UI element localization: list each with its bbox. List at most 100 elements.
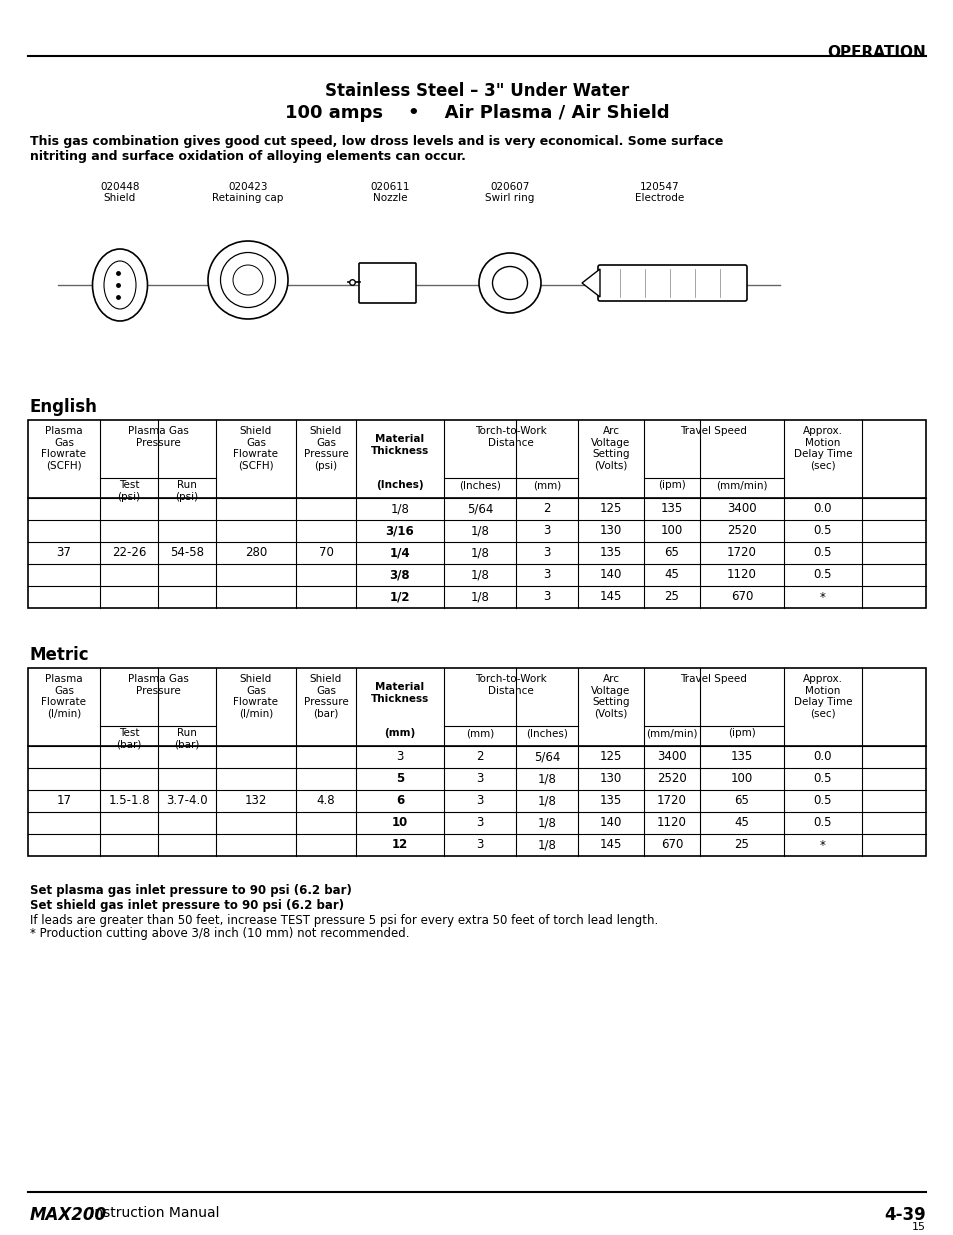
Ellipse shape	[233, 266, 263, 295]
Text: *: *	[820, 839, 825, 851]
Ellipse shape	[478, 253, 540, 312]
Text: 3/16: 3/16	[385, 525, 414, 537]
Text: Shield
Gas
Pressure
(psi): Shield Gas Pressure (psi)	[303, 426, 348, 471]
Text: 54-58: 54-58	[170, 547, 204, 559]
Text: Set plasma gas inlet pressure to 90 psi (6.2 bar): Set plasma gas inlet pressure to 90 psi …	[30, 884, 352, 897]
Text: 0.5: 0.5	[813, 816, 831, 830]
Text: Electrode: Electrode	[635, 193, 684, 203]
Text: 1.5-1.8: 1.5-1.8	[108, 794, 150, 808]
Text: 3: 3	[476, 839, 483, 851]
Text: Travel Speed: Travel Speed	[679, 674, 746, 684]
Text: 15: 15	[911, 1221, 925, 1233]
Text: 0.5: 0.5	[813, 773, 831, 785]
Text: 0.5: 0.5	[813, 525, 831, 537]
Text: 37: 37	[56, 547, 71, 559]
Text: 45: 45	[664, 568, 679, 582]
Text: 1720: 1720	[726, 547, 756, 559]
Text: 1120: 1120	[726, 568, 756, 582]
Text: 670: 670	[660, 839, 682, 851]
Text: 0.5: 0.5	[813, 568, 831, 582]
Text: (ipm): (ipm)	[727, 727, 755, 739]
Text: Metric: Metric	[30, 646, 90, 664]
Text: This gas combination gives good cut speed, low dross levels and is very economic: This gas combination gives good cut spee…	[30, 135, 722, 148]
Text: 145: 145	[599, 590, 621, 604]
Text: 22-26: 22-26	[112, 547, 146, 559]
Ellipse shape	[104, 261, 136, 309]
Text: 65: 65	[734, 794, 749, 808]
Text: (Inches): (Inches)	[375, 480, 423, 490]
Text: Arc
Voltage
Setting
(Volts): Arc Voltage Setting (Volts)	[591, 674, 630, 719]
Text: Travel Speed: Travel Speed	[679, 426, 746, 436]
Text: Instruction Manual: Instruction Manual	[86, 1207, 219, 1220]
Text: 0.0: 0.0	[813, 503, 831, 515]
Text: Shield
Gas
Pressure
(bar): Shield Gas Pressure (bar)	[303, 674, 348, 719]
Text: 135: 135	[730, 751, 752, 763]
Text: 020607: 020607	[490, 182, 529, 191]
Text: Material
Thickness: Material Thickness	[371, 433, 429, 456]
Text: 4-39: 4-39	[883, 1207, 925, 1224]
Text: MAX200: MAX200	[30, 1207, 107, 1224]
Text: Plasma
Gas
Flowrate
(SCFH): Plasma Gas Flowrate (SCFH)	[42, 426, 87, 471]
Text: 1/8: 1/8	[537, 773, 556, 785]
Text: 1/8: 1/8	[470, 547, 489, 559]
Text: Arc
Voltage
Setting
(Volts): Arc Voltage Setting (Volts)	[591, 426, 630, 471]
Text: (ipm): (ipm)	[658, 480, 685, 490]
Text: 3/8: 3/8	[389, 568, 410, 582]
Text: 1/8: 1/8	[390, 503, 409, 515]
Text: 5/64: 5/64	[466, 503, 493, 515]
Text: *: *	[820, 590, 825, 604]
Text: Test
(psi): Test (psi)	[117, 480, 140, 501]
Text: Nozzle: Nozzle	[373, 193, 407, 203]
Text: 125: 125	[599, 503, 621, 515]
Text: nitriting and surface oxidation of alloying elements can occur.: nitriting and surface oxidation of alloy…	[30, 149, 465, 163]
Text: 140: 140	[599, 568, 621, 582]
Text: Shield: Shield	[104, 193, 136, 203]
Text: Run
(bar): Run (bar)	[174, 727, 199, 750]
Text: Stainless Steel – 3" Under Water: Stainless Steel – 3" Under Water	[325, 82, 628, 100]
Text: 3: 3	[543, 590, 550, 604]
Text: 0.0: 0.0	[813, 751, 831, 763]
Text: 2520: 2520	[657, 773, 686, 785]
Ellipse shape	[208, 241, 288, 319]
Text: 3: 3	[476, 773, 483, 785]
Text: 3: 3	[543, 568, 550, 582]
Text: 1/8: 1/8	[470, 568, 489, 582]
Text: 2520: 2520	[726, 525, 756, 537]
Polygon shape	[581, 269, 599, 296]
Text: 020611: 020611	[370, 182, 410, 191]
Text: 145: 145	[599, 839, 621, 851]
Text: 280: 280	[245, 547, 267, 559]
Text: 5: 5	[395, 773, 404, 785]
Text: Torch-to-Work
Distance: Torch-to-Work Distance	[475, 674, 546, 695]
Text: 135: 135	[599, 794, 621, 808]
Text: (Inches): (Inches)	[458, 480, 500, 490]
Text: Set shield gas inlet pressure to 90 psi (6.2 bar): Set shield gas inlet pressure to 90 psi …	[30, 899, 344, 911]
Text: 17: 17	[56, 794, 71, 808]
Text: 5/64: 5/64	[534, 751, 559, 763]
Text: 135: 135	[660, 503, 682, 515]
Text: Approx.
Motion
Delay Time
(sec): Approx. Motion Delay Time (sec)	[793, 426, 851, 471]
Text: Retaining cap: Retaining cap	[213, 193, 283, 203]
FancyBboxPatch shape	[358, 263, 416, 303]
Text: 25: 25	[664, 590, 679, 604]
Text: 100: 100	[660, 525, 682, 537]
Text: 3400: 3400	[726, 503, 756, 515]
Text: 020448: 020448	[100, 182, 139, 191]
Text: 45: 45	[734, 816, 749, 830]
Text: Shield
Gas
Flowrate
(l/min): Shield Gas Flowrate (l/min)	[233, 674, 278, 719]
Text: Run
(psi): Run (psi)	[175, 480, 198, 501]
Text: (mm): (mm)	[465, 727, 494, 739]
Text: 12: 12	[392, 839, 408, 851]
Text: Shield
Gas
Flowrate
(SCFH): Shield Gas Flowrate (SCFH)	[233, 426, 278, 471]
Ellipse shape	[220, 252, 275, 308]
Text: 3: 3	[476, 794, 483, 808]
Text: Torch-to-Work
Distance: Torch-to-Work Distance	[475, 426, 546, 447]
Text: 1/4: 1/4	[389, 547, 410, 559]
Text: 1720: 1720	[657, 794, 686, 808]
Text: 3: 3	[476, 816, 483, 830]
Text: 10: 10	[392, 816, 408, 830]
Text: 3.7-4.0: 3.7-4.0	[166, 794, 208, 808]
Text: 3: 3	[543, 547, 550, 559]
Bar	[28, 668, 925, 856]
Text: 1/8: 1/8	[470, 525, 489, 537]
